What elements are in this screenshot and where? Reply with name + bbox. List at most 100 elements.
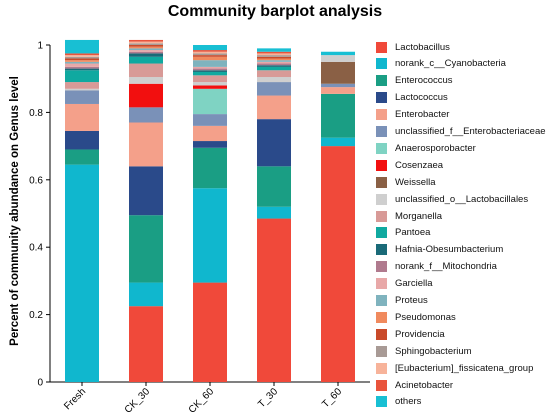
legend-item: Hafnia-Obesumbacterium xyxy=(376,243,503,257)
legend-swatch xyxy=(376,295,387,306)
bar-segment xyxy=(65,66,99,69)
bar-segment xyxy=(257,65,291,67)
y-tick-label: 0.8 xyxy=(29,108,43,119)
legend-item: norank_f__Mitochondria xyxy=(376,260,497,274)
legend-item: Pseudomonas xyxy=(376,310,456,324)
bar-segment xyxy=(257,206,291,219)
bar-segment xyxy=(193,114,227,126)
bar-segment xyxy=(321,51,355,56)
x-tick-label: CK_30 xyxy=(123,386,153,412)
legend-swatch xyxy=(376,126,387,137)
bar-segment xyxy=(257,51,291,54)
bar-segment xyxy=(129,45,163,47)
bar-segment xyxy=(257,63,291,66)
legend-item: Garciella xyxy=(376,277,433,291)
legend-label: norank_f__Mitochondria xyxy=(395,261,497,273)
legend-swatch xyxy=(376,311,387,323)
legend-swatch xyxy=(376,159,387,171)
bar-segment xyxy=(193,55,227,57)
legend-swatch xyxy=(376,227,387,239)
legend-item: Acinetobacter xyxy=(376,378,453,392)
legend-swatch xyxy=(376,362,387,374)
legend-label: Lactobacillus xyxy=(395,41,450,53)
legend-item: Weissella xyxy=(376,175,435,189)
legend-label: Anaerosporobacter xyxy=(395,142,476,154)
bar-segment xyxy=(129,50,163,52)
bar-segment xyxy=(257,77,291,83)
bar-segment xyxy=(65,63,99,67)
bar-segment xyxy=(193,60,227,67)
legend-item: Morganella xyxy=(376,209,442,223)
bar-segment xyxy=(257,55,291,57)
bar-segment xyxy=(129,39,163,42)
legend-swatch xyxy=(376,261,387,273)
bar-segment xyxy=(193,71,227,76)
bar-segment xyxy=(193,85,227,89)
legend-label: norank_c__Cyanobacteria xyxy=(395,58,506,70)
legend-swatch xyxy=(376,210,387,222)
bar-segment xyxy=(65,56,99,59)
bar-segment xyxy=(257,82,291,96)
bar-segment xyxy=(65,61,99,64)
y-tick-label: 0 xyxy=(37,378,43,389)
bar-segment xyxy=(257,95,291,120)
bar-segment xyxy=(321,83,355,88)
bar-segment xyxy=(65,70,99,83)
y-tick-label: 0.6 xyxy=(29,175,43,186)
legend-label: Cosenzaea xyxy=(395,159,444,171)
bar-segment xyxy=(129,46,163,49)
bar-segment xyxy=(257,56,291,59)
bar-segment xyxy=(257,53,291,56)
legend-label: others xyxy=(395,396,422,408)
bar-segment xyxy=(65,103,99,131)
bar-segment xyxy=(257,70,291,78)
bar-segment xyxy=(193,45,227,51)
legend-swatch xyxy=(376,396,387,408)
bar-segment xyxy=(65,60,99,62)
legend-item: Enterobacter xyxy=(376,108,449,122)
legend-item: Proteus xyxy=(376,294,428,308)
bar-segment xyxy=(129,83,163,108)
bar-segment xyxy=(193,88,227,115)
legend-swatch xyxy=(376,109,387,121)
legend-swatch xyxy=(376,92,387,104)
y-tick-label: 1 xyxy=(37,41,43,52)
bar-segment xyxy=(321,93,355,138)
bar-segment xyxy=(129,53,163,57)
legend-item: Cosenzaea xyxy=(376,158,443,172)
bar-segment xyxy=(257,66,291,71)
legend-label: Enterococcus xyxy=(395,75,453,87)
bar-segment xyxy=(193,68,227,71)
bar-segment xyxy=(321,137,355,147)
legend-swatch xyxy=(376,41,387,53)
legend-label: Pantoea xyxy=(395,227,431,239)
legend-item: Anaerosporobacter xyxy=(376,141,476,155)
legend-label: Enterobacter xyxy=(395,109,450,121)
bar-segment xyxy=(257,166,291,207)
bar-segment xyxy=(193,50,227,52)
bar-segment xyxy=(321,55,355,62)
legend-label: Sphingobacterium xyxy=(395,345,472,357)
bar-segment xyxy=(193,82,227,86)
legend-label: Lactococcus xyxy=(395,92,448,104)
legend-swatch xyxy=(376,328,387,340)
bar-segment xyxy=(193,51,227,54)
bar-segment xyxy=(257,48,291,52)
bar-segment xyxy=(65,149,99,165)
legend-item: Pantoea xyxy=(376,226,430,240)
bar-segment xyxy=(193,141,227,148)
legend-item: Enterococcus xyxy=(376,74,453,88)
legend-item: Lactococcus xyxy=(376,91,448,105)
legend-item: Lactobacillus xyxy=(376,40,450,54)
legend-label: Acinetobacter xyxy=(395,379,454,391)
bar-segment xyxy=(65,164,99,382)
x-tick-label: T_30 xyxy=(256,386,280,410)
bar-segment xyxy=(65,58,99,61)
bar-segment xyxy=(129,215,163,283)
bar-segment xyxy=(65,88,99,91)
bar-segment xyxy=(257,119,291,167)
legend-item: Providencia xyxy=(376,327,445,341)
legend-label: Proteus xyxy=(395,295,428,306)
y-tick-label: 0.2 xyxy=(29,310,43,321)
